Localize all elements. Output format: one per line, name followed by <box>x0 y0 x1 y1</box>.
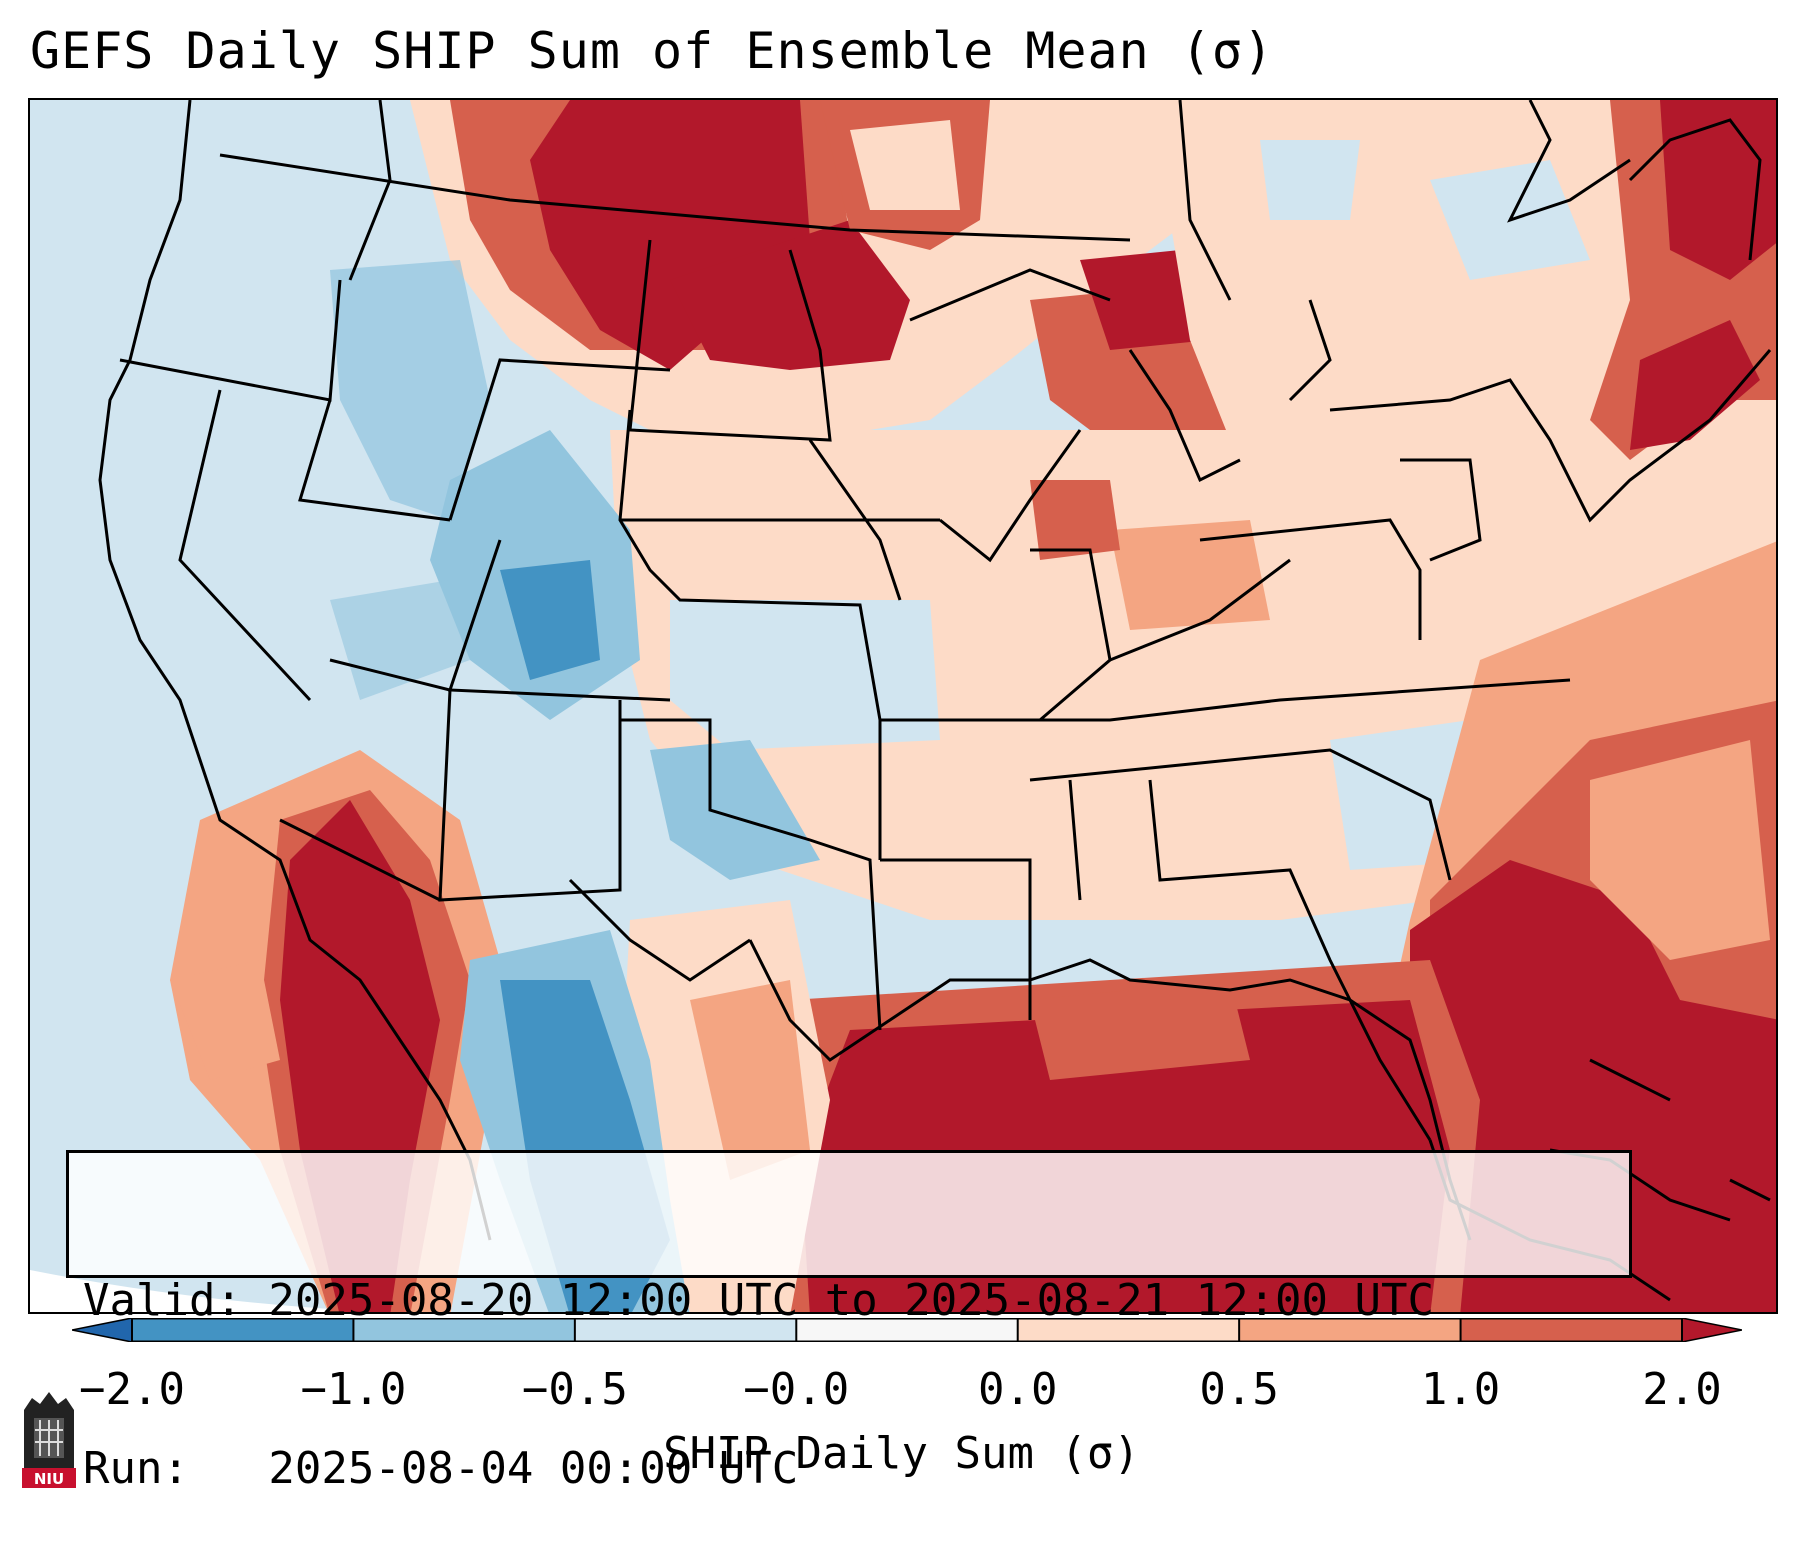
valid-time-line: Valid: 2025-08-20 12:00 UTC to 2025-08-2… <box>83 1275 1435 1326</box>
anomaly-map <box>30 100 1776 1312</box>
validity-info-box: Valid: 2025-08-20 12:00 UTC to 2025-08-2… <box>66 1150 1632 1494</box>
colorbar-segment <box>796 1318 1019 1342</box>
anomaly-region-north <box>410 100 1400 460</box>
domain-edge-left <box>30 1270 378 1312</box>
map-panel <box>28 98 1778 1314</box>
colorbar-tick-label: 2.0 <box>1642 1364 1722 1415</box>
colorbar-segment <box>353 1318 576 1342</box>
colorbar-tick-label: −0.5 <box>521 1364 628 1415</box>
colorbar-extend-high <box>1681 1318 1742 1342</box>
chart-title: GEFS Daily SHIP Sum of Ensemble Mean (σ) <box>30 22 1275 80</box>
colorbar-tick-label: −2.0 <box>79 1364 185 1415</box>
colorbar-tick-mark <box>573 1318 576 1342</box>
anomaly-region-northeast <box>1150 100 1776 720</box>
colorbar-tick-label: 0.0 <box>977 1364 1058 1415</box>
niu-logo: NIU <box>22 1392 76 1488</box>
colorbar-segment <box>574 1318 797 1342</box>
colorbar <box>72 1318 1742 1342</box>
colorbar-tick-mark <box>352 1318 355 1342</box>
colorbar-segment <box>1017 1318 1240 1342</box>
colorbar-tick-mark <box>1681 1318 1683 1342</box>
run-time-line: Run: 2025-08-04 00:00 UTC <box>83 1443 799 1494</box>
colorbar-segments <box>72 1318 1742 1342</box>
logo-lettering: NIU <box>34 1470 64 1488</box>
colorbar-tick-label: 0.5 <box>1199 1364 1279 1415</box>
colorbar-tick-label: 1.0 <box>1420 1364 1501 1415</box>
colorbar-tick-mark <box>1238 1318 1241 1342</box>
colorbar-tick-label: −1.0 <box>300 1364 407 1415</box>
colorbar-tick-mark <box>795 1318 798 1342</box>
colorbar-segment <box>132 1318 354 1342</box>
colorbar-tick-mark <box>1459 1318 1462 1342</box>
colorbar-label: SHIP Daily Sum (σ) <box>663 1428 1140 1479</box>
colorbar-tick-label: −0.0 <box>743 1364 850 1415</box>
colorbar-segment <box>1460 1318 1683 1342</box>
colorbar-extend-low <box>72 1318 133 1342</box>
colorbar-tick-mark <box>1016 1318 1019 1342</box>
colorbar-tick-mark <box>131 1318 133 1342</box>
colorbar-segment <box>1239 1318 1462 1342</box>
